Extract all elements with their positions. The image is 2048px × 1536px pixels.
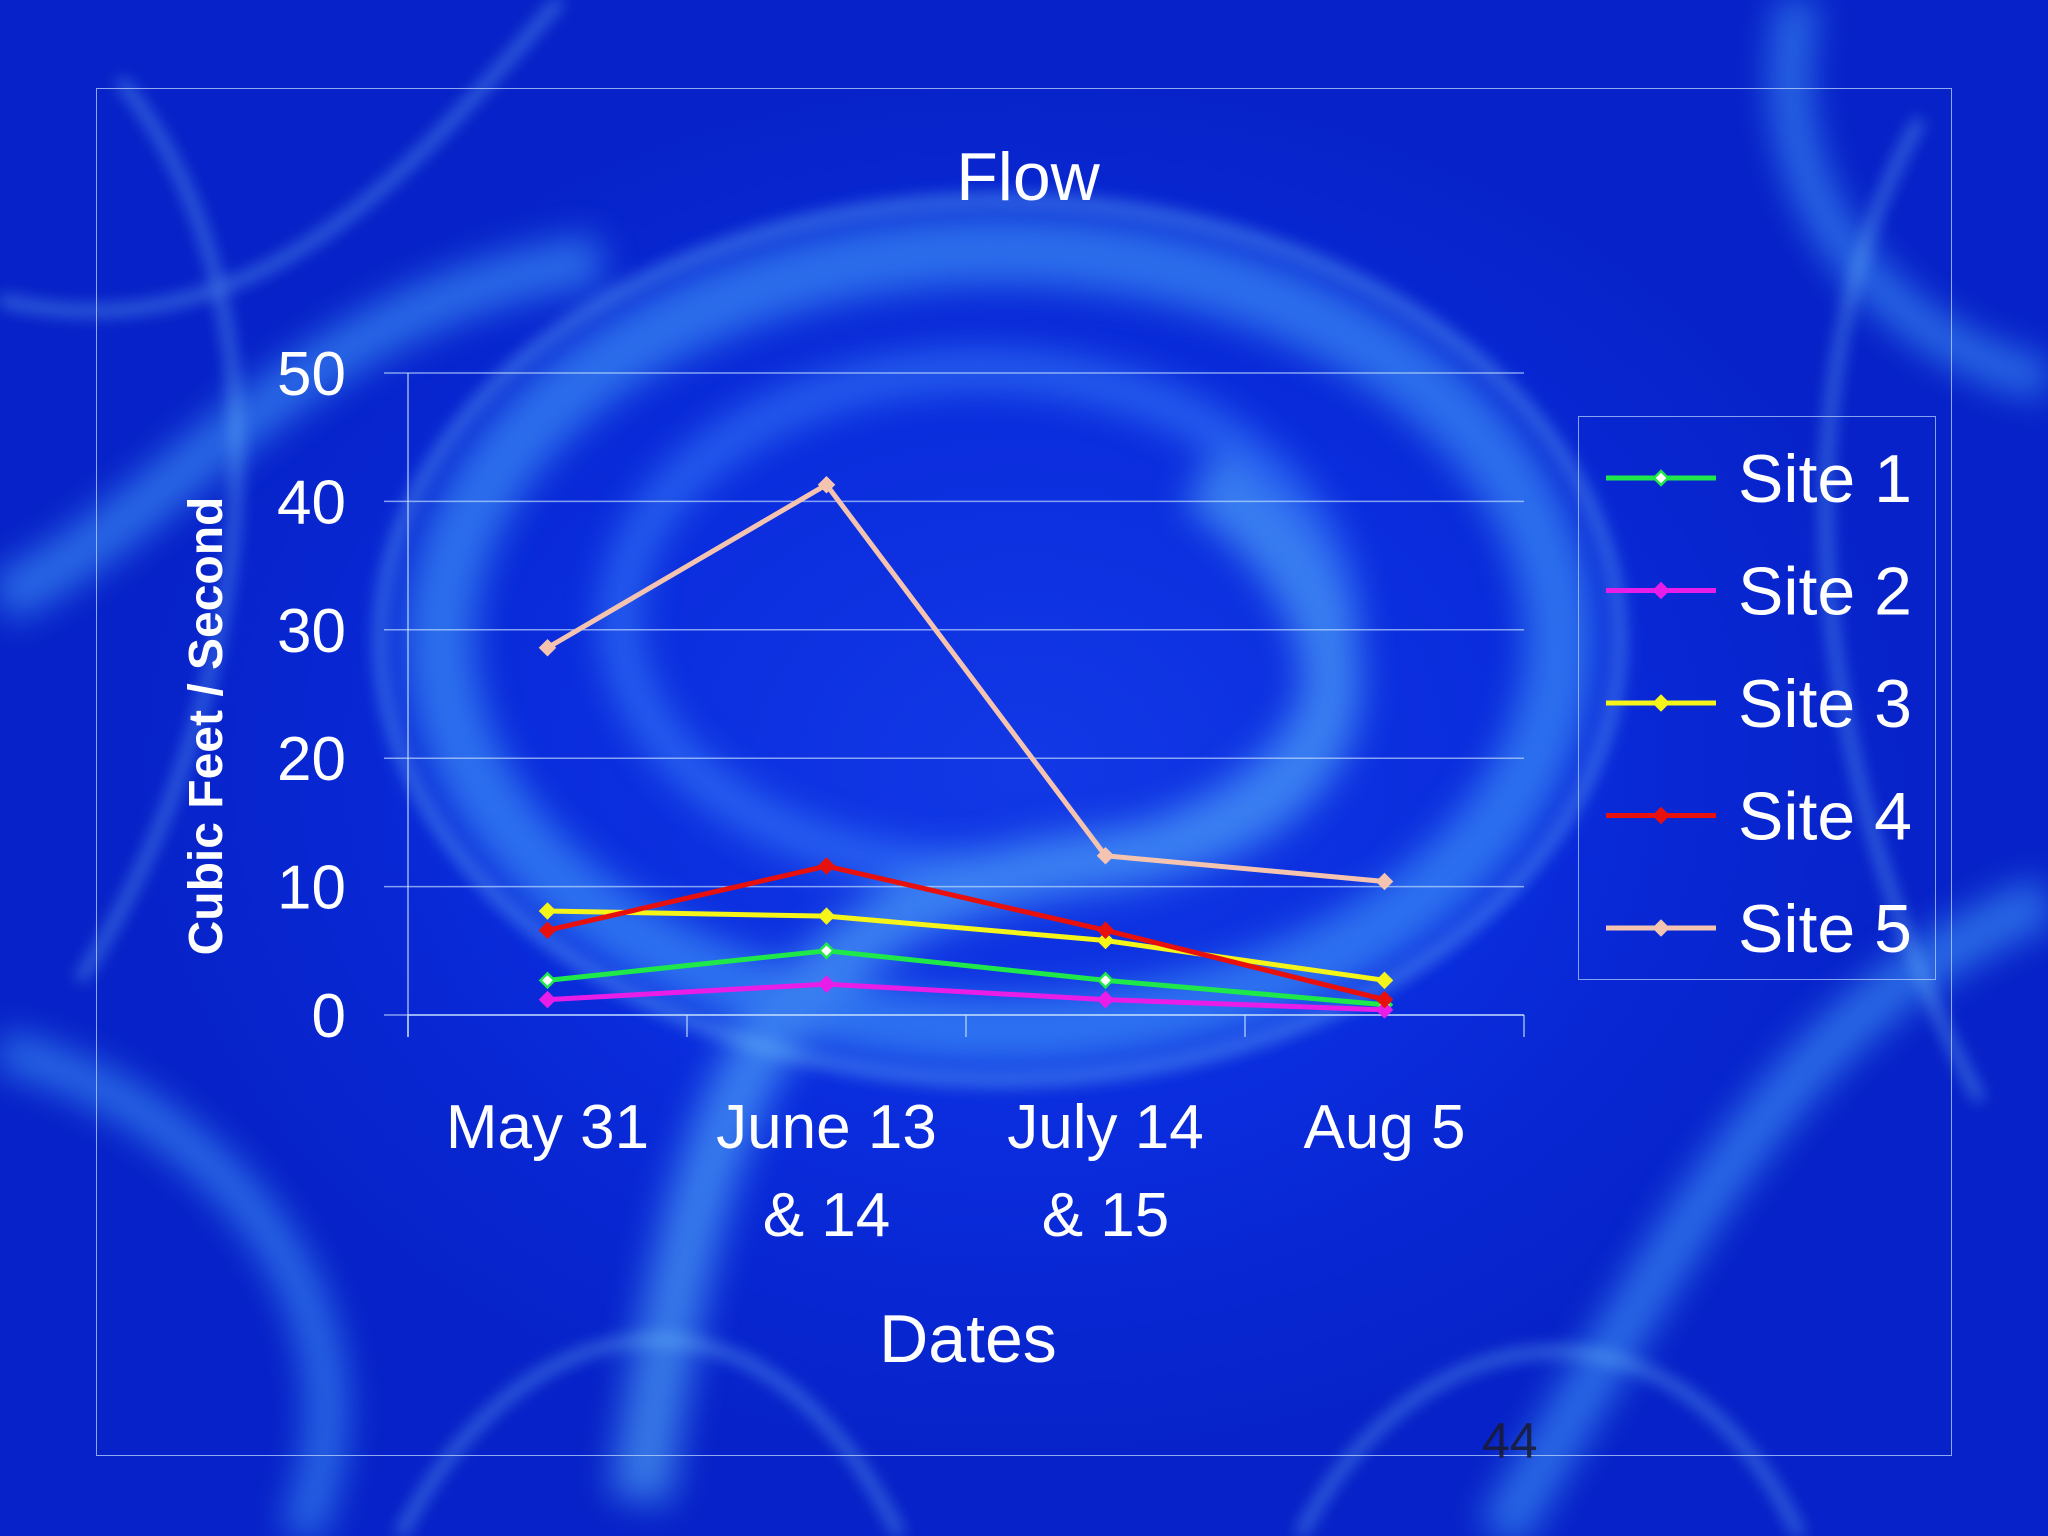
x-tick-labels: May 31 June 13 & 14 July 14 & 15 Aug 5 bbox=[446, 1093, 1466, 1250]
x-tick-label-line: Aug 5 bbox=[1303, 1093, 1465, 1162]
series-line bbox=[547, 948, 1385, 1008]
series-line bbox=[546, 482, 1385, 884]
data-point bbox=[1375, 872, 1394, 891]
series-site-3 bbox=[538, 902, 1394, 990]
gridlines bbox=[384, 372, 1524, 1016]
data-point bbox=[1096, 971, 1115, 990]
y-tick-label: 0 bbox=[312, 982, 346, 1051]
legend-marker bbox=[1652, 469, 1670, 487]
legend-item: Site 5 bbox=[1606, 891, 1912, 967]
x-tick-label: May 31 bbox=[446, 1093, 649, 1162]
data-point bbox=[538, 990, 557, 1009]
x-tick-label-line: & 14 bbox=[763, 1181, 891, 1250]
legend-item: Site 1 bbox=[1606, 441, 1912, 517]
data-point bbox=[1096, 931, 1115, 950]
x-tick-label: July 14 & 15 bbox=[1007, 1093, 1203, 1250]
data-point bbox=[538, 639, 557, 657]
y-tick-label: 30 bbox=[277, 597, 346, 666]
legend: Site 1 Site 2 Site 3 Site 4 Site 5 bbox=[1606, 441, 1912, 967]
data-point bbox=[1375, 971, 1394, 990]
data-point bbox=[817, 942, 836, 960]
series-line bbox=[546, 863, 1386, 1003]
legend-label: Site 2 bbox=[1738, 554, 1912, 630]
y-tick-label: 20 bbox=[277, 725, 346, 794]
legend-label: Site 5 bbox=[1738, 891, 1912, 967]
data-point bbox=[817, 907, 836, 925]
series-line bbox=[547, 981, 1385, 1013]
page-number: 44 bbox=[1482, 1413, 1538, 1469]
x-axis-title: Dates bbox=[879, 1301, 1057, 1377]
data-point bbox=[817, 975, 836, 993]
legend-label: Site 1 bbox=[1738, 441, 1912, 517]
data-point bbox=[1096, 990, 1115, 1009]
y-tick-labels: 0 10 20 30 40 50 bbox=[277, 340, 346, 1051]
legend-box bbox=[1578, 416, 1936, 980]
legend-label: Site 3 bbox=[1738, 666, 1912, 742]
data-point bbox=[817, 475, 836, 494]
y-tick-label: 40 bbox=[277, 468, 346, 537]
x-tick-label-line: May 31 bbox=[446, 1093, 649, 1162]
data-point bbox=[538, 971, 557, 990]
axes bbox=[407, 373, 1525, 1037]
legend-marker bbox=[1652, 806, 1670, 825]
data-point bbox=[1375, 990, 1394, 1009]
x-tick-label-line: July 14 bbox=[1007, 1093, 1203, 1162]
legend-marker bbox=[1652, 581, 1670, 600]
data-point bbox=[1096, 847, 1115, 865]
legend-item: Site 4 bbox=[1606, 779, 1912, 855]
series-site-1 bbox=[538, 942, 1394, 1014]
legend-marker bbox=[1652, 694, 1670, 712]
series-line bbox=[547, 908, 1385, 983]
legend-label: Site 4 bbox=[1738, 779, 1912, 855]
chart-title: Flow bbox=[956, 139, 1100, 215]
legend-item: Site 2 bbox=[1606, 554, 1912, 630]
y-tick-label: 50 bbox=[277, 340, 346, 409]
data-point bbox=[1096, 921, 1115, 940]
chart-frame bbox=[96, 88, 1952, 1456]
legend-item: Site 3 bbox=[1606, 666, 1912, 742]
x-tick-label-line: & 15 bbox=[1042, 1181, 1170, 1250]
y-axis-title: Cubic Feet / Second bbox=[180, 497, 233, 956]
series-site-2 bbox=[538, 975, 1394, 1019]
data-point bbox=[538, 921, 557, 940]
series-site-5 bbox=[538, 475, 1394, 891]
series-lines bbox=[538, 475, 1394, 1019]
legend-marker bbox=[1652, 919, 1670, 937]
x-tick-label: June 13 & 14 bbox=[716, 1093, 937, 1250]
data-point bbox=[1375, 1001, 1394, 1019]
data-point bbox=[817, 857, 836, 875]
data-point bbox=[538, 902, 557, 920]
x-tick-label-line: June 13 bbox=[716, 1093, 937, 1162]
series-site-4 bbox=[538, 857, 1394, 1009]
x-tick-label: Aug 5 bbox=[1303, 1093, 1465, 1162]
y-tick-label: 10 bbox=[277, 854, 346, 923]
